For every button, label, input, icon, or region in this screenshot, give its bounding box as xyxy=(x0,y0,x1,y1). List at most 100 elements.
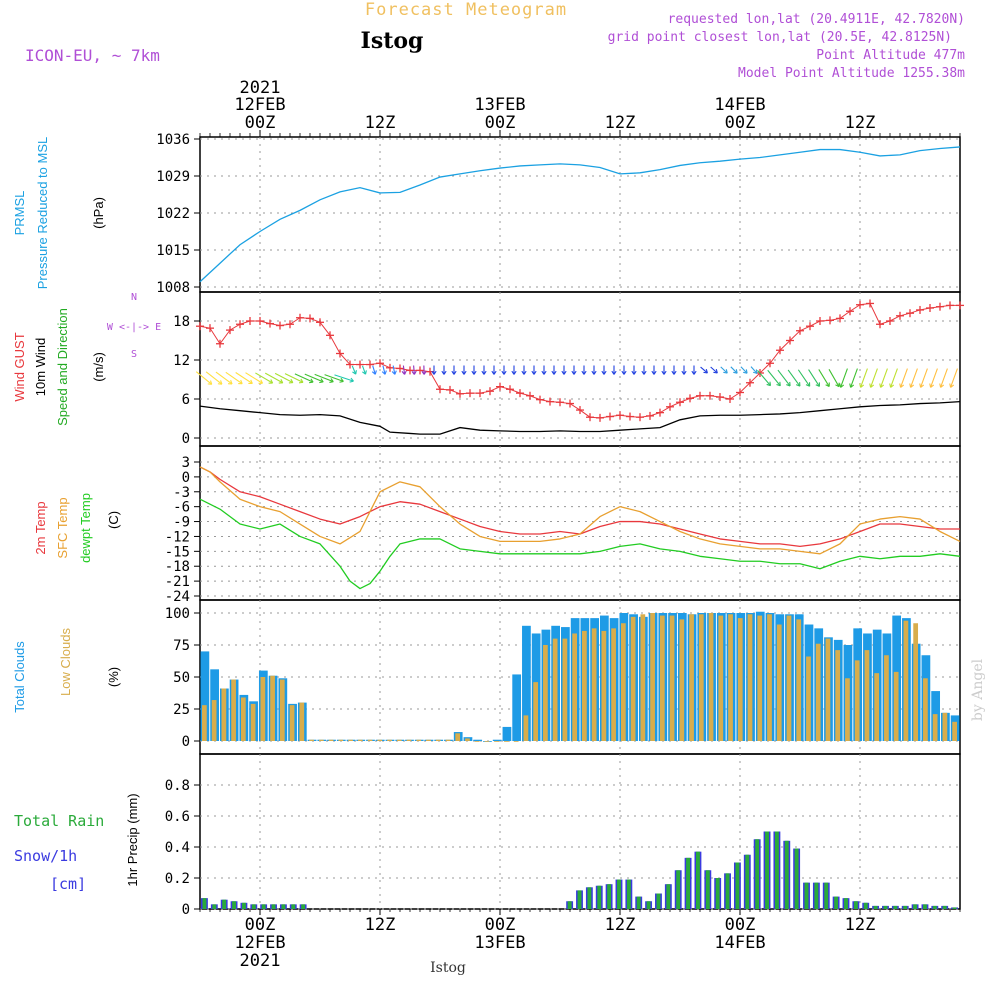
low-cloud-bar xyxy=(630,616,636,741)
low-cloud-bar xyxy=(776,624,782,741)
precip-rain-bar xyxy=(715,878,720,909)
top-axis-year: 2021 xyxy=(240,78,281,98)
precip-rain-bar xyxy=(824,882,829,909)
wind-gust-marker xyxy=(876,320,884,329)
wind-gust-marker xyxy=(296,313,304,322)
wind-direction-arrow xyxy=(611,365,617,375)
wind-gust-marker xyxy=(906,309,914,318)
wind-gust-marker xyxy=(616,411,624,420)
wind-arrow-shaft xyxy=(910,368,918,388)
precip-rain-bar xyxy=(291,904,296,909)
wind-arrow-shaft xyxy=(235,372,253,384)
top-axis-hour-label: 12Z xyxy=(605,113,636,133)
wind-gust-marker xyxy=(646,411,654,420)
wind-arrow-head xyxy=(349,380,354,383)
wind-direction-arrow xyxy=(661,365,667,375)
wind-arrow-head xyxy=(561,370,565,375)
wind-arrow-head xyxy=(381,371,386,375)
wind-arrow-head xyxy=(795,384,801,387)
wind-arrow-shaft xyxy=(392,365,396,375)
wind-direction-arrow xyxy=(750,366,758,374)
snow-label: Snow/1h xyxy=(14,847,77,865)
precip-rain-bar xyxy=(222,899,227,909)
temp-ytick-label: -6 xyxy=(173,500,190,516)
wind-arrow-shaft xyxy=(294,373,314,383)
wind-gust-marker xyxy=(276,321,284,330)
wind-arrow-head xyxy=(890,384,895,388)
temp-ytick-label: -12 xyxy=(165,529,190,545)
precip-rain-bar xyxy=(696,851,700,909)
total-cloud-bar xyxy=(473,739,483,741)
wind-arrow-head xyxy=(523,370,527,375)
wind-arrow-head xyxy=(713,371,718,374)
precip-rain-bar xyxy=(804,882,809,909)
wind-arrow-head xyxy=(364,370,367,375)
pressure-line xyxy=(199,146,961,283)
top-axis-hour-label: 00Z xyxy=(485,113,516,133)
low-cloud-bar xyxy=(562,638,568,741)
wind-gust-marker xyxy=(516,389,524,398)
cloud-ytick-label: 75 xyxy=(173,638,190,654)
wind-gust-marker xyxy=(306,314,314,323)
wind-arrow-head xyxy=(290,378,294,383)
low-cloud-bar xyxy=(874,673,880,741)
wind-arrow-head xyxy=(825,384,830,388)
pressure-frame xyxy=(199,136,961,293)
precip-rain-bar xyxy=(636,896,641,909)
low-cloud-bar xyxy=(640,614,646,741)
wind-arrow-head xyxy=(280,379,284,384)
wind-arrow-shaft xyxy=(797,369,811,387)
low-cloud-bar xyxy=(426,739,431,741)
wind-arrow-head xyxy=(591,370,595,375)
wind-arrow-head xyxy=(483,370,487,375)
wind-gust-marker xyxy=(596,413,604,422)
low-cloud-bar xyxy=(231,679,236,741)
wind-arrow-shaft xyxy=(314,373,334,383)
low-cloud-bar xyxy=(835,650,841,741)
wind-direction-arrow xyxy=(431,365,437,375)
precip-ytick-label: 0.6 xyxy=(165,809,190,825)
wind-arrow-head xyxy=(571,370,575,375)
wind-gust-marker xyxy=(896,311,904,320)
wind-gust-marker xyxy=(336,349,344,358)
wind-arrow-shaft xyxy=(413,365,415,375)
wind-gust-marker xyxy=(526,391,534,400)
wind-gust-marker xyxy=(826,316,834,325)
wind-arrow-head xyxy=(805,384,810,387)
wind-arrow-shaft xyxy=(850,368,858,388)
wind-arrow-head xyxy=(850,384,855,388)
wind-arrow-head xyxy=(563,370,567,375)
wind-gust-marker xyxy=(956,301,964,310)
wind-10m-label: 10m Wind xyxy=(33,338,48,397)
low-cloud-bar xyxy=(718,615,724,741)
low-cloud-bar xyxy=(708,613,714,741)
cloud-ytick-label: 50 xyxy=(173,670,190,686)
low-cloud-bar xyxy=(357,739,363,741)
low-cloud-bar xyxy=(367,739,373,741)
wind-arrow-head xyxy=(835,384,840,388)
total-cloud-bar xyxy=(502,726,512,741)
wind-arrow-head xyxy=(683,370,687,375)
wind-arrow-shaft xyxy=(740,366,748,374)
wind-gust-marker xyxy=(746,378,754,387)
wind-gust-marker xyxy=(686,394,694,403)
wind-direction-arrow xyxy=(740,366,748,374)
low-cloud-bar xyxy=(864,650,870,741)
pressure-ytick-label: 1008 xyxy=(156,280,190,296)
wind-gust-marker xyxy=(346,360,354,369)
wind-arrow-head xyxy=(840,384,845,388)
temp-2m-label: 2m Temp xyxy=(33,501,48,554)
wind-ytick-label: 0 xyxy=(182,431,190,447)
wind-arrow-head xyxy=(329,381,334,383)
wind-arrow-head xyxy=(879,383,882,388)
low-cloud-bar xyxy=(659,615,665,741)
wind-arrow-head xyxy=(433,370,437,375)
model-altitude: Model Point Altitude 1255.38m xyxy=(738,66,965,81)
wind-gust-marker xyxy=(606,412,614,421)
wind-gust-marker xyxy=(416,366,424,375)
prmsl-label: PRMSL xyxy=(12,191,27,236)
wind-direction-arrow xyxy=(225,371,243,385)
wind-arrow-shaft xyxy=(402,365,406,375)
wind-gust-marker xyxy=(206,324,214,333)
